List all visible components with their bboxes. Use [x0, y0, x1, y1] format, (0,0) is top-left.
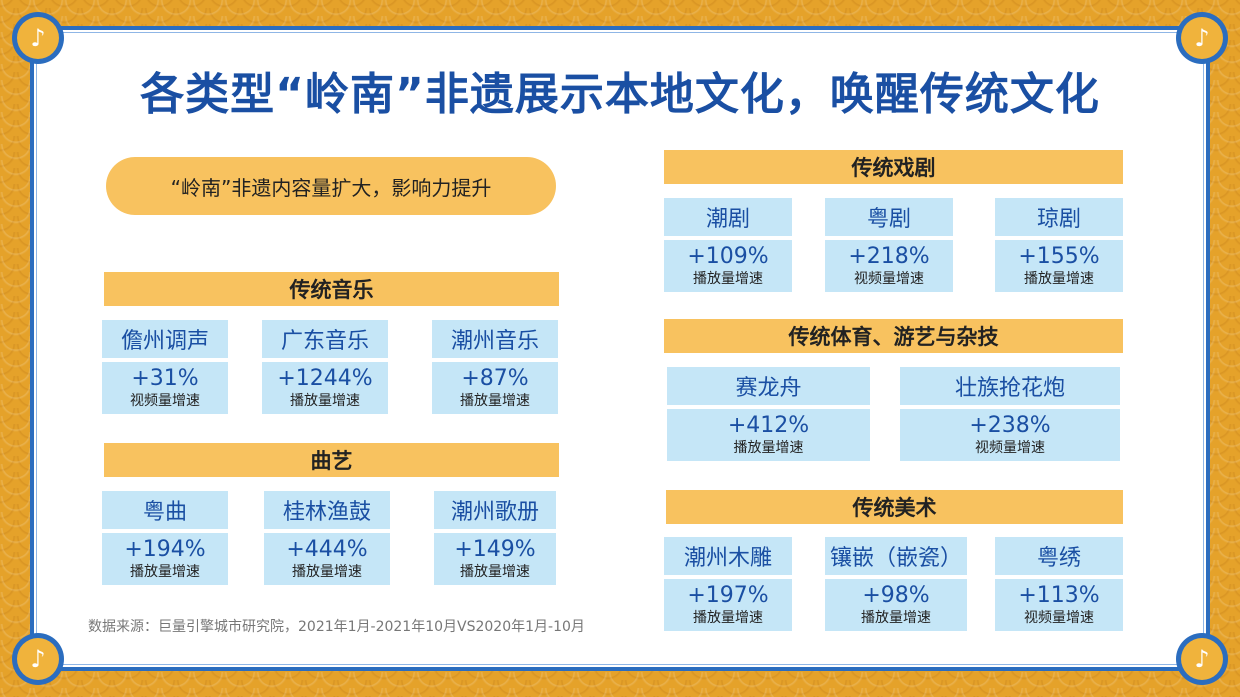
card-value: +412% [727, 413, 810, 438]
card-value: +113% [1018, 583, 1100, 608]
card-metric: 播放量增速 [1024, 271, 1094, 287]
card-name: 镶嵌（嵌瓷） [825, 537, 967, 575]
card-name: 潮州木雕 [664, 537, 792, 575]
stat-card: 桂林渔鼓 +444% 播放量增速 [264, 491, 390, 585]
card-stat: +194% 播放量增速 [102, 533, 228, 585]
stat-card: 粤绣 +113% 视频量增速 [995, 537, 1123, 631]
card-stat: +98% 播放量增速 [825, 579, 967, 631]
card-metric: 播放量增速 [693, 271, 763, 287]
page-title: 各类型“岭南”非遗展示本地文化，唤醒传统文化 [140, 69, 1100, 120]
stat-card: 潮剧 +109% 播放量增速 [664, 198, 792, 292]
card-metric: 视频量增速 [975, 440, 1045, 456]
stat-card: 潮州音乐 +87% 播放量增速 [432, 320, 558, 414]
card-name: 壮族抢花炮 [900, 367, 1120, 405]
card-metric: 播放量增速 [290, 393, 360, 409]
card-value: +238% [969, 413, 1051, 438]
card-stat: +149% 播放量增速 [434, 533, 556, 585]
card-metric: 播放量增速 [460, 564, 530, 580]
card-name: 琼剧 [995, 198, 1123, 236]
stat-card: 儋州调声 +31% 视频量增速 [102, 320, 228, 414]
card-metric: 播放量增速 [130, 564, 200, 580]
card-stat: +1244% 播放量增速 [262, 362, 388, 414]
card-value: +87% [461, 366, 529, 391]
card-stat: +109% 播放量增速 [664, 240, 792, 292]
card-stat: +238% 视频量增速 [900, 409, 1120, 461]
card-name: 粤曲 [102, 491, 228, 529]
card-value: +98% [862, 583, 930, 608]
card-stat: +197% 播放量增速 [664, 579, 792, 631]
section-header-traditional-drama: 传统戏剧 [664, 150, 1123, 184]
data-source-note: 数据来源：巨量引擎城市研究院，2021年1月-2021年10月VS2020年1月… [88, 619, 585, 635]
stat-card: 粤剧 +218% 视频量增速 [825, 198, 953, 292]
card-value: +194% [124, 537, 206, 562]
card-stat: +218% 视频量增速 [825, 240, 953, 292]
card-stat: +155% 播放量增速 [995, 240, 1123, 292]
card-name: 广东音乐 [262, 320, 388, 358]
card-stat: +444% 播放量增速 [264, 533, 390, 585]
card-value: +109% [687, 244, 769, 269]
card-metric: 播放量增速 [460, 393, 530, 409]
card-stat: +31% 视频量增速 [102, 362, 228, 414]
card-stat: +87% 播放量增速 [432, 362, 558, 414]
stat-card: 潮州木雕 +197% 播放量增速 [664, 537, 792, 631]
stat-card: 镶嵌（嵌瓷） +98% 播放量增速 [825, 537, 967, 631]
card-stat: +113% 视频量增速 [995, 579, 1123, 631]
card-name: 潮州音乐 [432, 320, 558, 358]
card-value: +31% [131, 366, 199, 391]
card-stat: +412% 播放量增速 [667, 409, 870, 461]
card-metric: 视频量增速 [854, 271, 924, 287]
section-header-traditional-music: 传统音乐 [104, 272, 559, 306]
card-metric: 播放量增速 [292, 564, 362, 580]
card-metric: 视频量增速 [130, 393, 200, 409]
card-name: 粤绣 [995, 537, 1123, 575]
card-metric: 播放量增速 [733, 440, 804, 456]
card-metric: 视频量增速 [1024, 610, 1094, 626]
douyin-logo-icon: ♪ [1176, 12, 1228, 64]
card-value: +155% [1018, 244, 1100, 269]
card-value: +197% [687, 583, 769, 608]
douyin-logo-icon: ♪ [12, 12, 64, 64]
stat-card: 广东音乐 +1244% 播放量增速 [262, 320, 388, 414]
stat-card: 赛龙舟 +412% 播放量增速 [667, 367, 870, 461]
douyin-logo-icon: ♪ [12, 633, 64, 685]
card-name: 桂林渔鼓 [264, 491, 390, 529]
card-value: +218% [848, 244, 930, 269]
card-value: +444% [286, 537, 368, 562]
stat-card: 琼剧 +155% 播放量增速 [995, 198, 1123, 292]
subtitle-pill: “岭南”非遗内容量扩大，影响力提升 [106, 157, 556, 215]
stat-card: 壮族抢花炮 +238% 视频量增速 [900, 367, 1120, 461]
card-value: +149% [454, 537, 536, 562]
card-name: 潮州歌册 [434, 491, 556, 529]
stat-card: 潮州歌册 +149% 播放量增速 [434, 491, 556, 585]
section-header-traditional-art: 传统美术 [666, 490, 1123, 524]
card-name: 赛龙舟 [667, 367, 870, 405]
card-metric: 播放量增速 [861, 610, 931, 626]
card-name: 粤剧 [825, 198, 953, 236]
section-header-quyi: 曲艺 [104, 443, 559, 477]
section-header-traditional-sports: 传统体育、游艺与杂技 [664, 319, 1123, 353]
card-name: 儋州调声 [102, 320, 228, 358]
card-name: 潮剧 [664, 198, 792, 236]
card-metric: 播放量增速 [693, 610, 763, 626]
douyin-logo-icon: ♪ [1176, 633, 1228, 685]
stat-card: 粤曲 +194% 播放量增速 [102, 491, 228, 585]
card-value: +1244% [277, 366, 373, 391]
